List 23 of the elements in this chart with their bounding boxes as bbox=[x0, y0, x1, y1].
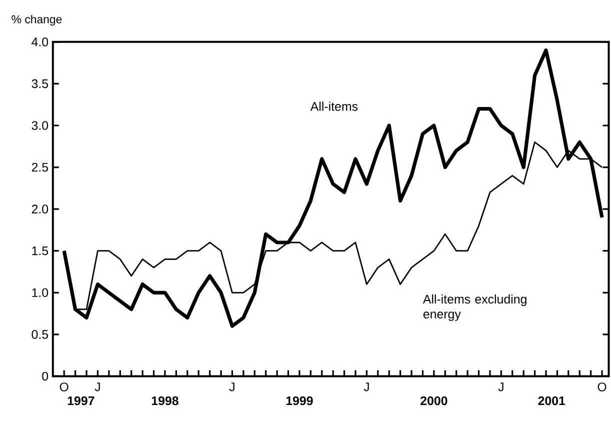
text: 2000 bbox=[420, 396, 448, 406]
y-tick-label: 1.0 bbox=[32, 288, 48, 297]
x-tick-label: J bbox=[229, 382, 234, 392]
series-label: All-items excluding energy bbox=[422, 294, 526, 321]
y-tick-label: 1.5 bbox=[32, 246, 48, 256]
y-axis-title: % change bbox=[12, 14, 62, 26]
y-tick-label: 0.5 bbox=[32, 330, 48, 339]
text: 1997 bbox=[68, 396, 94, 406]
x-tick-label: J bbox=[364, 382, 369, 392]
y-tick-label: 0 bbox=[42, 372, 48, 381]
x-tick-label: O bbox=[598, 382, 606, 392]
y-tick-label: 4.0 bbox=[32, 37, 48, 46]
y-tick-label: 3.0 bbox=[32, 121, 48, 130]
text: 1999 bbox=[286, 396, 313, 406]
text: 1998 bbox=[152, 396, 178, 406]
text: 2001 bbox=[538, 396, 566, 406]
y-tick-label: 2.0 bbox=[32, 204, 48, 214]
y-tick-label: 2.5 bbox=[32, 162, 48, 172]
x-tick-label: J bbox=[94, 382, 100, 392]
x-tick-label: J bbox=[498, 382, 504, 392]
x-tick-label: O bbox=[60, 382, 68, 392]
text: All-items bbox=[310, 102, 358, 111]
y-tick-label: 3.5 bbox=[32, 79, 48, 88]
